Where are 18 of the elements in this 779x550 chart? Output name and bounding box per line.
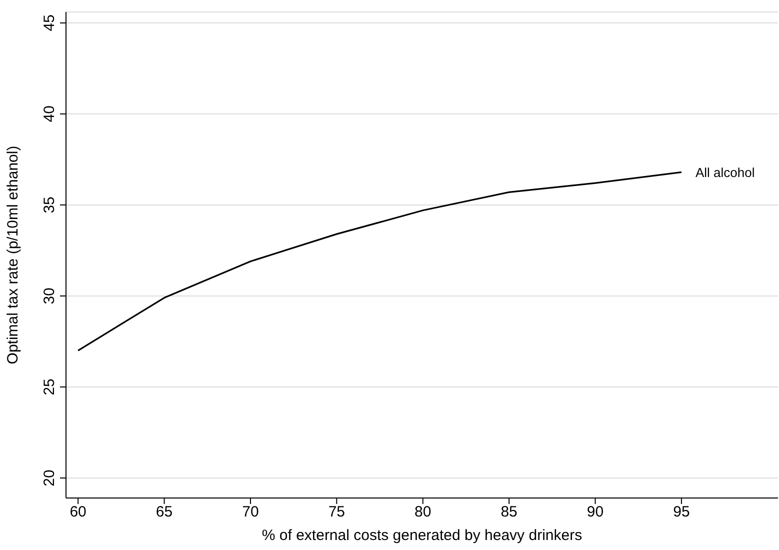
x-tick-label: 65 <box>156 504 173 521</box>
y-tick-label: 30 <box>41 288 58 304</box>
y-tick-label: 40 <box>41 106 58 122</box>
y-axis-title: Optimal tax rate (p/10ml ethanol) <box>4 146 22 364</box>
y-tick-label: 35 <box>41 196 58 214</box>
x-tick-label: 70 <box>242 504 259 521</box>
line-series <box>77 171 682 352</box>
x-tick-label: 95 <box>673 504 690 521</box>
x-tick-label: 60 <box>70 504 86 521</box>
x-tick-label: 80 <box>414 504 432 521</box>
x-tick-label: 85 <box>500 504 518 521</box>
x-tick-label: 75 <box>328 504 346 521</box>
x-tick-label: 90 <box>586 504 604 521</box>
y-tick-label: 45 <box>41 14 58 32</box>
x-axis-title: % of external costs generated by heavy drinkers <box>262 527 582 544</box>
y-tick-label: 25 <box>41 378 58 396</box>
y-tick-label: 20 <box>41 470 58 486</box>
series-label: All alcohol <box>695 165 755 180</box>
